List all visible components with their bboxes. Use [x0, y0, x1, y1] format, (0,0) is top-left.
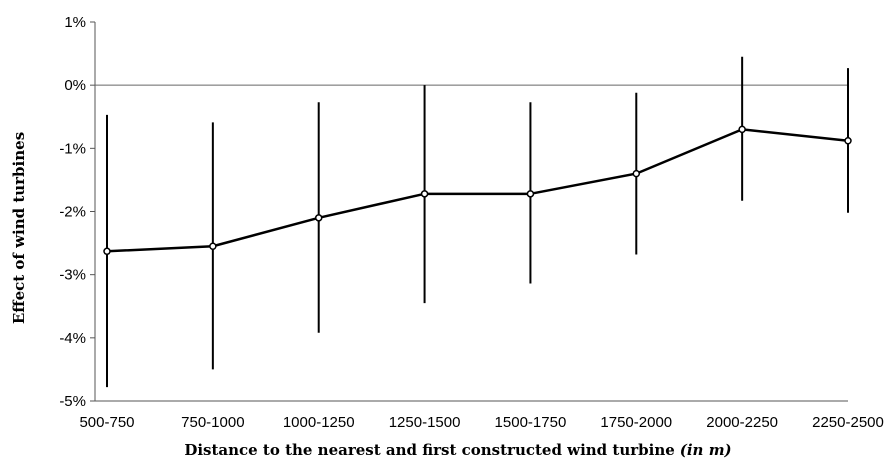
series-line	[106, 128, 849, 253]
y-tick-label: -5%	[59, 393, 86, 410]
x-tick-label: 1750-2000	[600, 414, 672, 431]
data-point	[632, 169, 641, 178]
x-axis-title-unit: (in m)	[680, 441, 732, 459]
data-point	[738, 125, 746, 134]
x-axis-title-main: Distance to the nearest and first constr…	[184, 441, 674, 459]
y-axis-title: Effect of wind turbines	[10, 132, 28, 324]
plot-area	[90, 21, 852, 402]
x-tick-label: 2000-2250	[706, 414, 778, 431]
data-point	[314, 214, 323, 222]
x-tick-label: 2250-2500	[812, 414, 884, 431]
y-tick-label: -2%	[59, 204, 86, 221]
data-point	[526, 190, 535, 198]
y-tick-label: -1%	[59, 140, 86, 157]
data-point	[844, 137, 852, 145]
x-tick-label: 750-1000	[181, 414, 244, 431]
y-tick-labels: -5% -4% -3% -2% -1% 0% 1%	[59, 14, 86, 410]
y-tick-label: -3%	[59, 267, 86, 284]
data-point	[209, 242, 217, 250]
x-tick-labels: 500-750 750-1000 1000-1250 1250-1500 1500-17…	[79, 414, 883, 431]
x-axis-title: Distance to the nearest and first constr…	[184, 441, 731, 459]
y-tick-label: -4%	[59, 330, 86, 347]
y-tick-label: 0%	[64, 77, 86, 94]
x-tick-label: 1000-1250	[283, 414, 355, 431]
y-tick-label: 1%	[64, 14, 86, 31]
data-point	[103, 247, 111, 256]
data-point	[420, 190, 429, 198]
x-tick-label: 500-750	[79, 414, 134, 431]
x-tick-label: 1500-1750	[495, 414, 567, 431]
x-tick-label: 1250-1500	[389, 414, 461, 431]
